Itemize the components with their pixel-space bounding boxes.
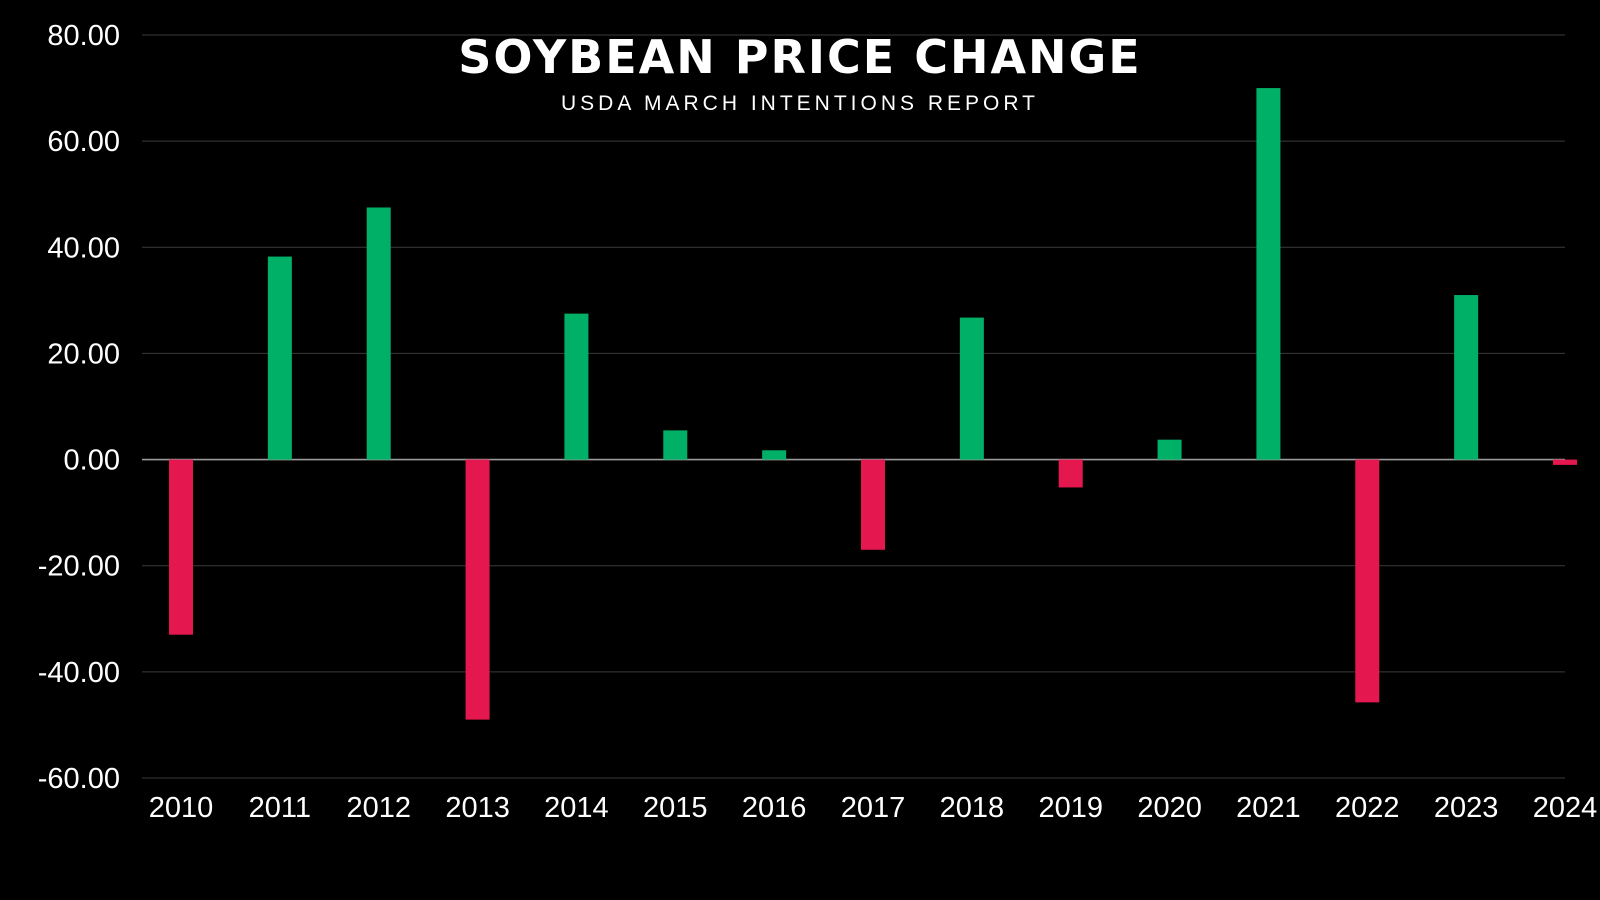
x-tick-label: 2023 xyxy=(1434,792,1499,824)
bar-2016 xyxy=(762,450,787,460)
x-tick-label: 2022 xyxy=(1335,792,1400,824)
y-tick-label: 0.00 xyxy=(64,445,120,477)
x-tick-label: 2014 xyxy=(544,792,609,824)
x-tick-label: 2015 xyxy=(643,792,708,824)
bar-2018 xyxy=(959,317,984,460)
bar-2012 xyxy=(366,207,391,460)
bar-2015 xyxy=(663,430,688,460)
x-tick-label: 2012 xyxy=(346,792,411,824)
bar-2017 xyxy=(861,459,885,550)
y-tick-label: 40.00 xyxy=(47,232,120,264)
x-tick-label: 2018 xyxy=(940,792,1005,824)
bar-2019 xyxy=(1058,459,1083,488)
y-tick-label: -40.00 xyxy=(38,657,120,689)
x-tick-label: 2011 xyxy=(249,792,311,824)
x-tick-label: 2021 xyxy=(1236,792,1301,824)
bar-2011 xyxy=(267,256,292,460)
bar-2023 xyxy=(1454,295,1479,460)
x-tick-label: 2020 xyxy=(1137,792,1202,824)
bar-2013 xyxy=(465,459,490,720)
bar-2014 xyxy=(564,313,589,460)
x-tick-label: 2016 xyxy=(742,792,807,824)
y-tick-label: 60.00 xyxy=(47,126,120,158)
x-tick-label: 2019 xyxy=(1038,792,1103,824)
y-tick-label: 20.00 xyxy=(47,338,120,370)
y-tick-label: 80.00 xyxy=(47,20,120,52)
x-tick-label: 2017 xyxy=(841,792,906,824)
y-tick-label: -60.00 xyxy=(38,763,120,795)
x-tick-label: 2024 xyxy=(1533,792,1598,824)
bar-2022 xyxy=(1355,459,1380,703)
bar-2020 xyxy=(1157,439,1182,460)
y-tick-label: -20.00 xyxy=(38,551,120,583)
bar-2021 xyxy=(1256,88,1281,460)
x-tick-label: 2010 xyxy=(149,792,214,824)
bar-2010 xyxy=(169,459,193,635)
bar-2024 xyxy=(1553,459,1577,465)
chart-subtitle: USDA MARCH INTENTIONS REPORT xyxy=(561,92,1039,115)
x-tick-label: 2013 xyxy=(445,792,510,824)
chart-title: SOYBEAN PRICE CHANGE xyxy=(458,30,1142,84)
